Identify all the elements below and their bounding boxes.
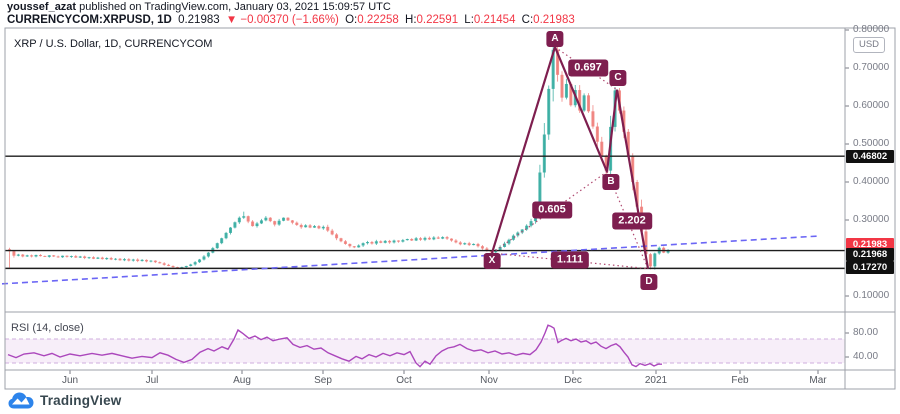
rsi-indicator-label: RSI (14, close) — [11, 322, 84, 334]
open-label: O: — [345, 14, 358, 26]
byline-text: published on TradingView.com, January 03… — [76, 1, 391, 13]
footer: TradingView — [8, 392, 121, 409]
high-value: 0.22591 — [416, 14, 459, 26]
tradingview-logo-icon[interactable] — [8, 392, 34, 409]
trendline[interactable] — [1, 235, 821, 285]
price-axis-chip: 0.21968 — [846, 247, 894, 261]
xabcd-pattern[interactable] — [490, 46, 650, 270]
pattern-point-label-A[interactable]: A — [546, 31, 564, 47]
price-axis-chip: 0.17270 — [846, 260, 894, 274]
rsi-pane — [5, 324, 845, 368]
chart-frame-border — [4, 27, 896, 390]
time-axis-label[interactable]: Dec — [564, 375, 582, 386]
byline: youssef_azat published on TradingView.co… — [7, 1, 391, 13]
price-axis-chip: 0.21983 — [846, 237, 894, 251]
price-axis-tick-label[interactable]: 0.30000 — [853, 214, 890, 225]
low-label: L: — [464, 14, 474, 26]
symbol-status-line: CURRENCYCOM:XRPUSD, 1D 0.21983 ▼ −0.0037… — [7, 14, 578, 26]
pattern-point-label-C[interactable]: C — [609, 70, 627, 86]
close-label: C: — [521, 14, 534, 26]
time-axis-label[interactable]: Feb — [731, 375, 749, 386]
time-axis-label[interactable]: Aug — [233, 375, 251, 386]
price-axis-tick-label[interactable]: 0.80000 — [853, 24, 890, 35]
price-axis-tick-label[interactable]: 0.70000 — [853, 62, 890, 73]
pattern-point-label-B[interactable]: B — [602, 174, 620, 190]
time-axis-label[interactable]: Nov — [480, 375, 498, 386]
last-price: 0.21983 — [178, 14, 220, 26]
low-value: 0.21454 — [473, 14, 516, 26]
time-axis-label[interactable]: Oct — [396, 375, 412, 386]
rsi-axis-tick-label[interactable]: 40.00 — [853, 351, 879, 362]
time-axis-label[interactable]: 2021 — [644, 375, 668, 386]
price-axis-tick-label[interactable]: 0.40000 — [853, 176, 890, 187]
time-axis-label[interactable]: Sep — [314, 375, 332, 386]
pattern-ratio-label[interactable]: 2.202 — [612, 212, 652, 230]
price-axis-tick-label[interactable]: 0.10000 — [853, 290, 890, 301]
pattern-ratio-label[interactable]: 1.111 — [550, 251, 590, 269]
rsi-line — [7, 324, 662, 368]
price-axis-chip: 0.46802 — [846, 149, 894, 163]
symbol-name: CURRENCYCOM:XRPUSD, 1D — [7, 14, 172, 26]
pattern-ratio-label[interactable]: 0.605 — [532, 201, 572, 219]
byline-username: youssef_azat — [7, 1, 77, 13]
pattern-ratio-label[interactable]: 0.697 — [568, 59, 608, 77]
time-axis-label[interactable]: Jun — [61, 375, 79, 386]
price-change: ▼ −0.00370 (−1.66%) — [225, 14, 339, 26]
time-axis-label[interactable]: Jul — [145, 375, 159, 386]
pattern-point-label-X[interactable]: X — [483, 253, 501, 269]
open-value: 0.22258 — [357, 14, 399, 26]
price-axis-tick-label[interactable]: 0.50000 — [853, 138, 890, 149]
currency-badge: USD — [853, 37, 885, 53]
rsi-axis-tick-label[interactable]: 80.00 — [853, 327, 879, 338]
tradingview-logo-text[interactable]: TradingView — [40, 393, 122, 408]
high-label: H: — [405, 14, 417, 26]
time-axis-label[interactable]: Mar — [809, 375, 827, 386]
price-axis-tick-label[interactable]: 0.60000 — [853, 100, 890, 111]
pattern-point-label-D[interactable]: D — [640, 274, 658, 290]
close-value: 0.21983 — [533, 14, 575, 26]
chart-title: XRP / U.S. Dollar, 1D, CURRENCYCOM — [14, 38, 213, 50]
